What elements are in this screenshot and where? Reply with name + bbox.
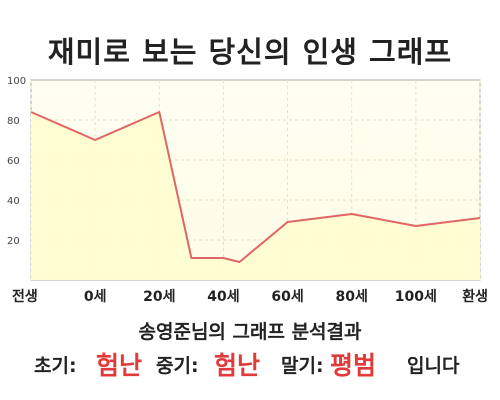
chart-title: 재미로 보는 당신의 인생 그래프 <box>47 35 453 69</box>
y-tick-label: 40 <box>7 196 20 207</box>
y-tick-label: 20 <box>7 236 20 247</box>
x-tick-label: 60세 <box>271 289 303 305</box>
early-label: 초기: <box>34 355 77 377</box>
late-label: 말기: <box>281 355 324 377</box>
x-tick-label: 40세 <box>207 289 239 305</box>
x-tick-label: 0세 <box>84 289 107 305</box>
area-fill-group <box>30 111 481 280</box>
ending-text: 입니다 <box>407 355 460 377</box>
x-tick-label: 80세 <box>336 289 368 305</box>
analysis-heading: 송영준님의 그래프 분석결과 <box>138 321 362 343</box>
analysis-result-line: 초기: 험난 중기: 험난 말기: 평범 입니다 <box>0 348 500 384</box>
y-tick-label: 100 <box>7 76 26 87</box>
x-tick-label: 100세 <box>395 289 437 305</box>
y-tick-label: 80 <box>7 116 20 127</box>
x-tick-label: 환생 <box>462 288 488 305</box>
middle-label: 중기: <box>156 355 199 377</box>
early-value: 험난 <box>96 351 143 380</box>
life-graph-chart: 20 40 60 80 100 전생 0세 20세 40세 60세 80세 100세 환생 <box>7 76 488 305</box>
middle-value: 험난 <box>214 351 261 380</box>
series-line <box>30 111 481 263</box>
late-value: 평범 <box>330 351 377 380</box>
y-axis: 20 40 60 80 100 <box>7 76 26 247</box>
area-fill <box>31 112 480 280</box>
x-tick-label: 전생 <box>12 288 38 305</box>
y-tick-label: 60 <box>7 156 20 167</box>
x-tick-label: 20세 <box>143 289 175 305</box>
x-axis: 전생 0세 20세 40세 60세 80세 100세 환생 <box>12 288 488 305</box>
